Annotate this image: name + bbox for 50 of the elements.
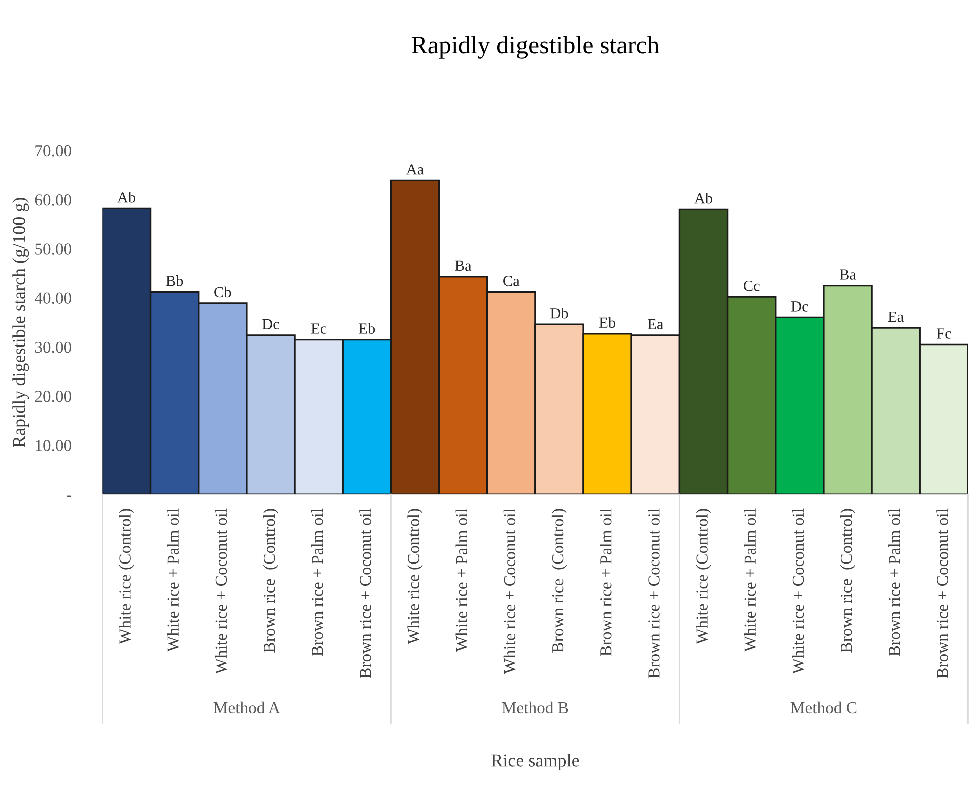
text: Method A — [214, 702, 280, 714]
y-tick-label: 10.00 — [36, 440, 72, 452]
x-tick-label: White rice + Coconut oil — [792, 508, 804, 674]
y-tick-label: 40.00 — [34, 292, 72, 304]
x-tick-label: White rice (Control) — [408, 509, 423, 644]
data-label: Ba — [840, 270, 856, 280]
data-label: Bb — [166, 276, 184, 286]
y-tick-label: 70.00 — [36, 145, 72, 157]
x-tick-label: Brown rice (Control) — [263, 509, 279, 653]
chart-title: Rapidly digestible starch — [412, 36, 660, 59]
x-tick-label: Brown rice (Control) — [840, 509, 856, 653]
x-tick-label: Brown rice + Coconut oil — [648, 508, 660, 678]
data-label: Ab — [694, 193, 713, 204]
data-label: Cc — [744, 280, 760, 292]
x-tick-label: White rice (Control) — [696, 509, 712, 644]
y-tick-label: 20.00 — [35, 391, 72, 402]
data-label: Ba — [455, 260, 472, 272]
x-tick-label: White rice + Coconut oil — [215, 508, 228, 674]
x-axis-title: Rice sample — [492, 754, 580, 771]
x-tick-label: Brown rice + Coconut oil — [936, 508, 948, 678]
data-label: Ea — [888, 312, 904, 322]
data-label: Aa — [406, 164, 424, 175]
y-tick-label: - — [67, 496, 72, 498]
y-tick-label: 60.00 — [35, 194, 72, 206]
x-tick-label: Brown rice + Palm oil — [600, 508, 612, 656]
data-label: Cb — [214, 286, 232, 298]
x-tick-label: White rice + Palm oil — [167, 508, 180, 652]
data-label: Ec — [311, 324, 327, 334]
data-label: Ab — [118, 192, 136, 203]
y-tick-label: 30.00 — [35, 342, 72, 354]
data-label: Eb — [600, 317, 616, 328]
x-tick-label: White rice + Palm oil — [744, 508, 756, 652]
x-tick-label: White rice (Control) — [119, 509, 134, 644]
text: Method C — [790, 702, 857, 714]
x-tick-label: Brown rice (Control) — [552, 509, 568, 653]
text: Method B — [502, 702, 568, 714]
data-label: Ea — [648, 319, 664, 330]
y-tick-label: 50.00 — [36, 244, 72, 255]
data-label: Dc — [791, 302, 808, 312]
x-tick-label: White rice + Palm oil — [456, 508, 468, 652]
y-axis-title: Rapidly digestible starch (g/100 g) — [12, 198, 30, 448]
data-label: Eb — [359, 323, 376, 334]
data-label: Fc — [936, 328, 952, 339]
x-tick-label: White rice + Coconut oil — [504, 508, 516, 674]
data-label: Dc — [262, 319, 280, 330]
data-label: Ca — [504, 276, 520, 286]
x-tick-label: Brown rice + Coconut oil — [360, 508, 372, 678]
x-tick-label: Brown rice + Palm oil — [888, 508, 900, 656]
data-label: Db — [550, 308, 568, 319]
x-tick-label: Brown rice + Palm oil — [312, 508, 324, 656]
